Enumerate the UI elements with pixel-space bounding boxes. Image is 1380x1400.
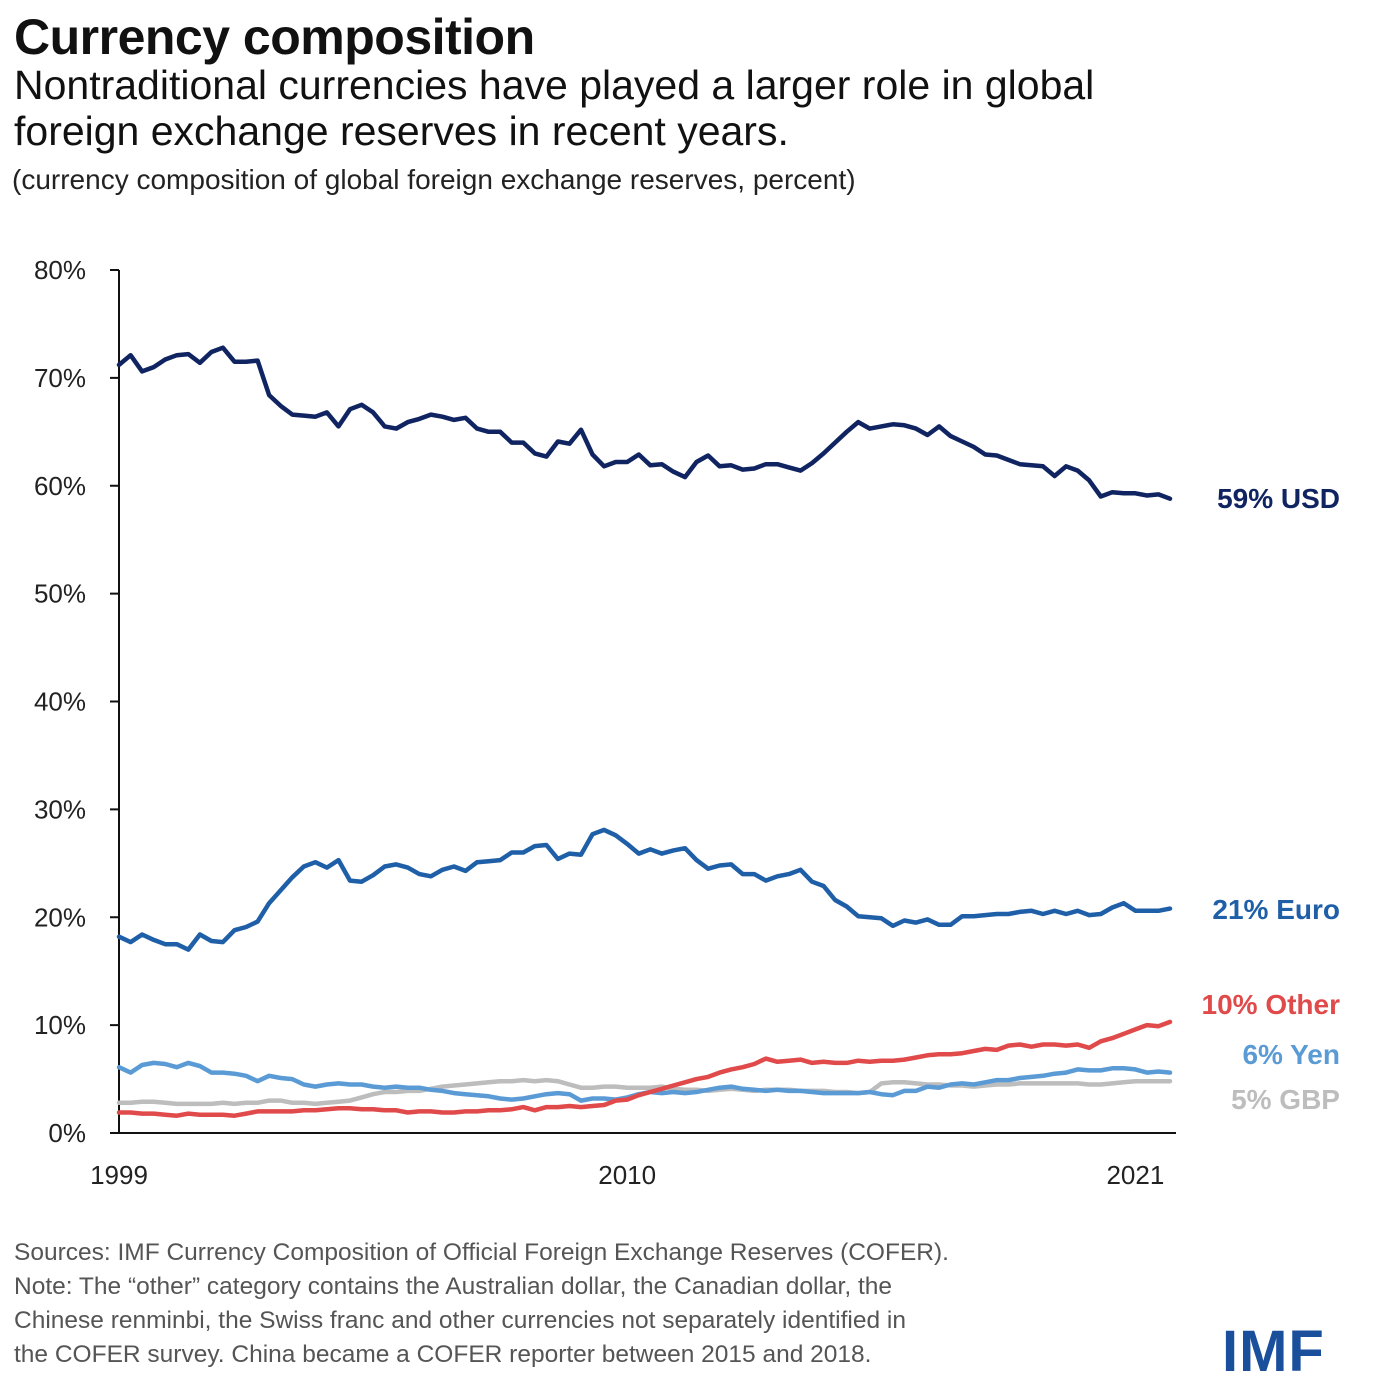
chart-subtitle: Nontraditional currencies have played a … bbox=[14, 62, 1314, 154]
y-tick-label: 40% bbox=[34, 687, 86, 717]
footer-notes: Sources: IMF Currency Composition of Off… bbox=[14, 1236, 1174, 1372]
y-tick-label: 10% bbox=[34, 1010, 86, 1040]
chart-title: Currency composition bbox=[14, 9, 535, 65]
note-line: Chinese renminbi, the Swiss franc and ot… bbox=[14, 1307, 907, 1334]
y-tick-label: 50% bbox=[34, 579, 86, 609]
y-tick-label: 20% bbox=[34, 902, 86, 932]
units-note: (currency composition of global foreign … bbox=[12, 164, 856, 195]
y-tick-label: 0% bbox=[48, 1118, 86, 1148]
series-label-usd: 59% USD bbox=[1217, 483, 1340, 514]
series-line-euro bbox=[116, 827, 1173, 952]
note-line: Note: The “other” category contains the … bbox=[14, 1273, 893, 1300]
y-tick-label: 60% bbox=[34, 471, 86, 501]
x-tick-label: 2010 bbox=[598, 1160, 656, 1190]
series-line-usd bbox=[116, 345, 1173, 501]
subtitle-line: foreign exchange reserves in recent year… bbox=[14, 108, 789, 154]
subtitle-line: Nontraditional currencies have played a … bbox=[14, 62, 1095, 108]
series-line-other bbox=[116, 1019, 1173, 1118]
series-line-gbp bbox=[116, 1077, 1173, 1107]
x-tick-label: 2021 bbox=[1106, 1160, 1164, 1190]
sources-line: Sources: IMF Currency Composition of Off… bbox=[14, 1239, 949, 1266]
series-label-other: 10% Other bbox=[1202, 989, 1341, 1020]
imf-logo: IMF bbox=[1222, 1319, 1325, 1384]
series-label-euro: 21% Euro bbox=[1212, 894, 1340, 925]
y-tick-label: 80% bbox=[34, 255, 86, 285]
y-tick-label: 30% bbox=[34, 794, 86, 824]
series-label-gbp: 5% GBP bbox=[1231, 1084, 1340, 1115]
x-tick-label: 1999 bbox=[90, 1160, 148, 1190]
series-label-yen: 6% Yen bbox=[1242, 1039, 1340, 1070]
y-tick-label: 70% bbox=[34, 363, 86, 393]
note-line: the COFER survey. China became a COFER r… bbox=[14, 1341, 872, 1368]
